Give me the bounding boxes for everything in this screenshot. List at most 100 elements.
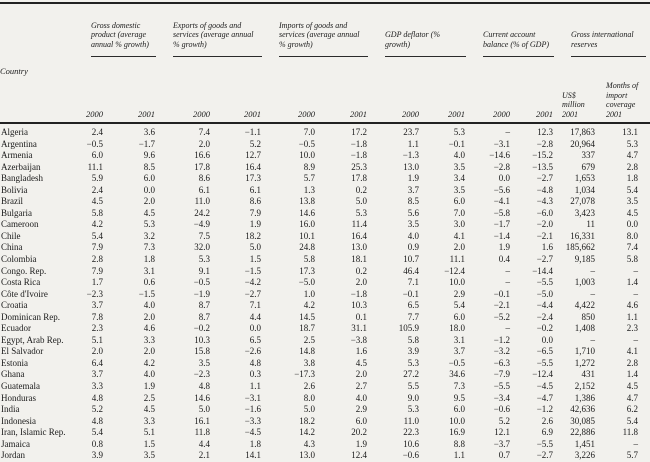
value-cell: 14.6 — [299, 207, 316, 218]
value-cell: 9,185 — [574, 254, 596, 265]
value-cell: 5.2 — [498, 415, 511, 426]
value-cell: 1,003 — [574, 277, 596, 288]
table-row: Bulgaria 5.8 4.5 24.2 7.9 14.6 5.3 5.6 7.0 −5.8 −6… — [0, 208, 650, 220]
value-cell: −2.7 — [536, 173, 554, 184]
value-cell: 14.5 — [299, 311, 316, 322]
value-cell: −4.9 — [193, 219, 211, 230]
value-cell: 4.5 — [143, 404, 156, 415]
value-cell: 17.8 — [194, 161, 211, 172]
value-cell: 16.0 — [299, 219, 316, 230]
value-cell: −1.3 — [402, 150, 420, 161]
value-cell: 1.4 — [626, 369, 639, 380]
value-cell: 3.5 — [407, 219, 420, 230]
value-cell: −4.3 — [536, 196, 554, 207]
value-cell: 5.5 — [407, 381, 420, 392]
value-cell: 105.9 — [398, 323, 420, 334]
value-cell: 2.0 — [355, 369, 368, 380]
value-cell: 1,710 — [574, 346, 596, 357]
value-cell: 0.8 — [91, 438, 103, 449]
value-cell: 8.0 — [303, 392, 316, 403]
value-cell: −1.8 — [350, 138, 368, 149]
value-cell: 1.9 — [249, 219, 262, 230]
table-body: Algeria 2.4 3.6 7.4 −1.1 7.0 17.2 23.7 5.3 – 12.3 1… — [0, 123, 650, 462]
country-cell: Ecuador — [1, 323, 31, 334]
value-cell: 7.1 — [249, 300, 262, 311]
value-cell: 8.7 — [198, 311, 211, 322]
value-cell: 1.8 — [143, 254, 156, 265]
value-cell: – — [590, 265, 596, 276]
value-cell: 3.1 — [143, 265, 156, 276]
table-row: Iran, Islamic Rep. 5.4 5.1 11.8 −4.5 14.2 20.2… — [0, 427, 650, 439]
value-cell: 14.6 — [194, 392, 211, 403]
table-row: Ghana 3.7 4.0 −2.3 0.3 −17.3 2.0 27.2 34.6 −7.9 −1… — [0, 369, 650, 381]
group-header-exports: Exports of goods and services (average a… — [160, 3, 266, 59]
value-cell: 30,085 — [570, 415, 596, 426]
value-cell: −13.5 — [532, 161, 554, 172]
table-row: Honduras 4.8 2.5 14.6 −3.1 8.0 4.0 9.0 9.5 −3.4 −4… — [0, 393, 650, 405]
value-cell: −5.6 — [493, 184, 511, 195]
value-cell: 18.1 — [351, 254, 368, 265]
value-cell: 4.8 — [198, 381, 211, 392]
value-cell: 11.1 — [449, 254, 466, 265]
value-cell: 0.0 — [626, 219, 639, 230]
value-cell: −1.9 — [193, 288, 211, 299]
country-cell: Bolivia — [1, 184, 28, 195]
value-cell: 10.3 — [194, 334, 211, 345]
value-cell: 1.5 — [249, 254, 262, 265]
value-cell: −2.1 — [536, 230, 554, 241]
value-cell: −7.9 — [493, 369, 511, 380]
value-cell: 3.7 — [407, 184, 420, 195]
value-cell: −2.7 — [244, 288, 262, 299]
value-cell: 5.4 — [626, 415, 639, 426]
country-cell: Azerbaijan — [1, 161, 41, 172]
value-cell: 2.4 — [91, 127, 103, 137]
value-cell: 11 — [586, 219, 596, 230]
value-cell: 7.9 — [249, 207, 262, 218]
value-cell: −0.1 — [448, 138, 466, 149]
value-cell: −0.6 — [493, 404, 511, 415]
table-row: Colombia 2.8 1.8 5.3 1.5 5.8 18.1 10.7 11.1 0.4 −2… — [0, 254, 650, 266]
value-cell: 337 — [581, 150, 596, 161]
value-cell: 2.0 — [143, 311, 156, 322]
value-cell: 17.3 — [245, 173, 262, 184]
value-cell: 3.8 — [303, 357, 316, 368]
value-cell: 6.0 — [453, 404, 466, 415]
value-cell: 5.4 — [626, 184, 639, 195]
value-cell: 1,386 — [574, 392, 596, 403]
value-cell: 5.7 — [626, 450, 639, 461]
group-label: Gross domestic product (average annual %… — [91, 20, 149, 50]
value-cell: 7.3 — [143, 242, 156, 253]
value-cell: −5.0 — [536, 288, 554, 299]
value-cell: 17.8 — [351, 173, 368, 184]
year-header: 2001 — [320, 59, 373, 124]
value-cell: 8.8 — [453, 438, 466, 449]
value-cell: 6.5 — [249, 334, 262, 345]
value-cell: −1.8 — [350, 150, 368, 161]
value-cell: 4.5 — [91, 196, 103, 207]
value-cell: 9.0 — [407, 392, 420, 403]
table-row: Armenia 6.0 9.6 16.6 12.7 10.0 −1.8 −1.3 4.0 −14.… — [0, 150, 650, 162]
value-cell: 34.6 — [449, 369, 466, 380]
value-cell: 2.3 — [91, 323, 103, 334]
value-cell: 1,451 — [574, 438, 596, 449]
value-cell: 27.2 — [403, 369, 420, 380]
table-row: Jamaica 0.8 1.5 4.4 1.8 4.3 1.9 10.6 8.8 −3.7 −5.5… — [0, 439, 650, 451]
value-cell: 1,408 — [574, 323, 596, 334]
value-cell: – — [590, 334, 596, 345]
value-cell: −0.2 — [193, 323, 211, 334]
value-cell: 5.8 — [303, 254, 316, 265]
value-cell: 3.3 — [143, 415, 156, 426]
value-cell: 3.7 — [91, 300, 103, 311]
value-cell: – — [633, 265, 639, 276]
table-row: Cameroon 4.2 5.3 −4.9 1.9 16.0 11.4 3.5 3.0 −1.7 −… — [0, 219, 650, 231]
value-cell: 4.0 — [453, 150, 466, 161]
value-cell: 2.8 — [91, 254, 103, 265]
country-cell: Armenia — [1, 150, 33, 161]
value-cell: −2.8 — [536, 138, 554, 149]
value-cell: 10.3 — [351, 300, 368, 311]
value-cell: 23.7 — [403, 127, 420, 137]
value-cell: 13.8 — [299, 196, 316, 207]
country-cell: Indonesia — [1, 415, 36, 426]
value-cell: 7.4 — [626, 242, 639, 253]
table-row: Estonia 6.4 4.2 3.5 4.8 3.8 4.5 5.3 −0.5 −6.3 −5.5… — [0, 358, 650, 370]
